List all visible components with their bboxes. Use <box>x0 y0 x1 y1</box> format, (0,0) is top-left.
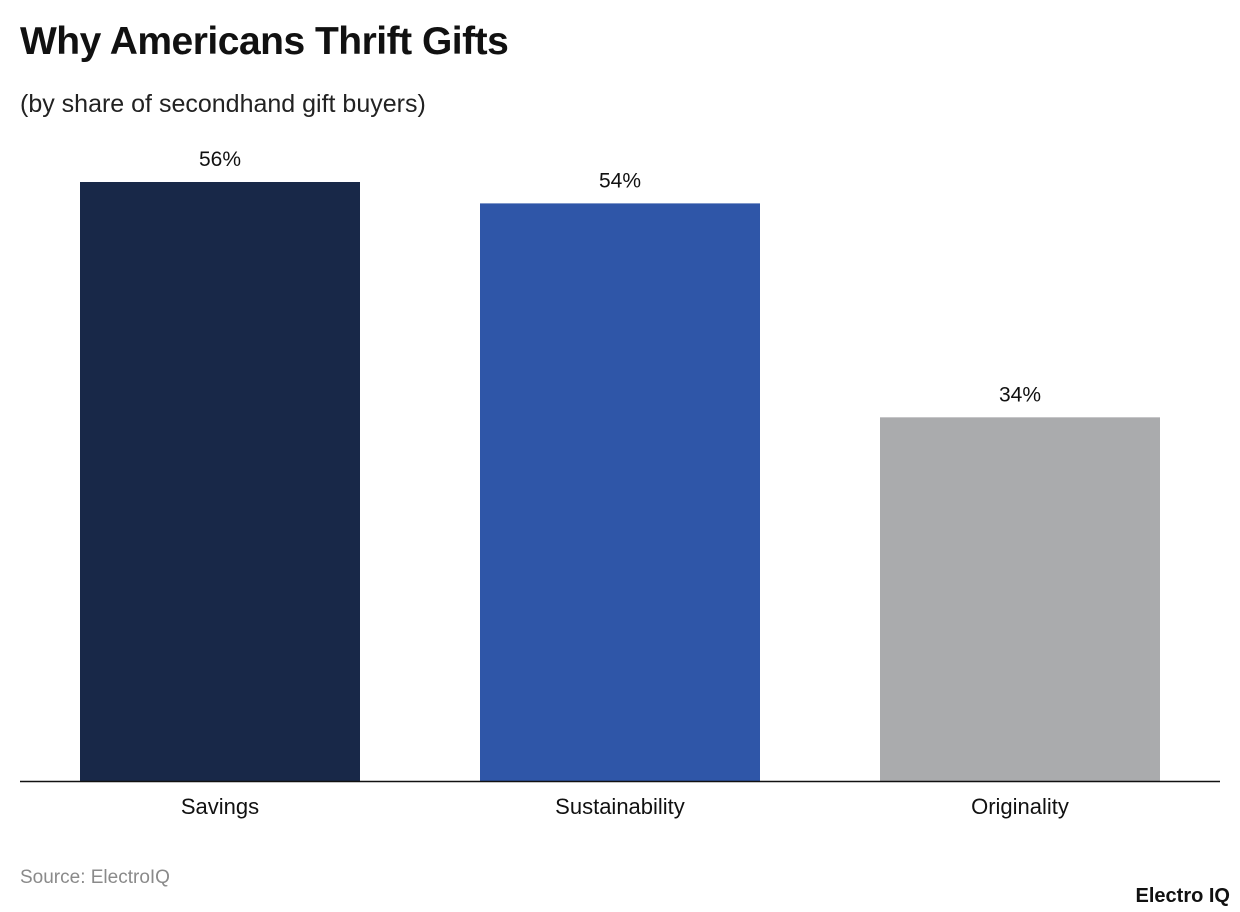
bar-savings <box>80 182 360 781</box>
bar-sustainability <box>480 203 760 782</box>
data-label: 56% <box>199 148 241 171</box>
x-tick-label: Sustainability <box>555 794 685 819</box>
chart-subtitle: (by share of secondhand gift buyers) <box>20 90 426 118</box>
x-tick-label: Originality <box>971 794 1069 819</box>
chart-title: Why Americans Thrift Gifts <box>20 20 509 63</box>
source-note: Source: ElectroIQ <box>20 867 170 888</box>
bar-originality <box>880 417 1160 781</box>
data-label: 54% <box>599 169 641 192</box>
x-tick-label: Savings <box>181 794 259 819</box>
data-label: 34% <box>999 383 1041 406</box>
brand-logo: Electro IQ <box>1135 885 1230 907</box>
